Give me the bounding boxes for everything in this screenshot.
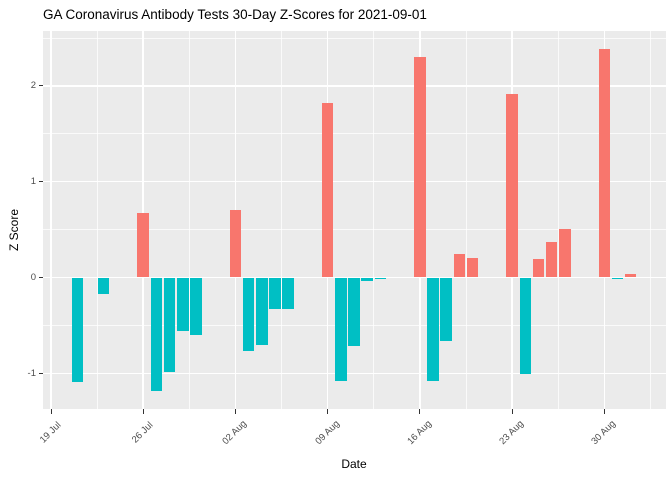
bar-2021-08-06 bbox=[282, 277, 294, 310]
x-tick-mark bbox=[234, 409, 236, 414]
bar-2021-08-27 bbox=[559, 228, 571, 278]
x-tick-label: 26 Jul bbox=[130, 419, 156, 446]
x-tick-label: 23 Aug bbox=[497, 418, 527, 447]
y-tick-label: -1 bbox=[27, 367, 36, 379]
gridline-x-minor bbox=[465, 31, 467, 409]
y-tick-mark bbox=[38, 85, 43, 87]
bar-2021-07-26 bbox=[137, 213, 150, 278]
bar-2021-08-25 bbox=[532, 259, 545, 278]
bar-2021-08-10 bbox=[335, 277, 347, 381]
gridline-x-minor bbox=[373, 31, 375, 409]
gridline-x-minor bbox=[557, 31, 559, 409]
bar-2021-07-27 bbox=[150, 277, 163, 391]
bar-2021-08-18 bbox=[440, 277, 453, 341]
bar-2021-08-03 bbox=[242, 277, 255, 352]
x-tick-mark bbox=[603, 409, 605, 414]
x-axis-title: Date bbox=[341, 457, 367, 471]
y-tick-mark bbox=[38, 181, 43, 183]
x-tick-mark bbox=[511, 409, 513, 414]
gridline-y-major bbox=[43, 372, 666, 375]
y-tick-label: 1 bbox=[30, 176, 36, 188]
x-tick-label: 19 Jul bbox=[37, 419, 64, 446]
bar-2021-07-28 bbox=[163, 277, 176, 373]
gridline-y-minor bbox=[43, 229, 666, 231]
y-tick-label: 0 bbox=[30, 272, 36, 283]
gridline-x-major bbox=[50, 31, 52, 409]
bar-2021-08-31 bbox=[611, 277, 624, 280]
gridline-x-minor bbox=[649, 31, 651, 409]
bar-2021-08-05 bbox=[269, 277, 281, 310]
bar-2021-08-17 bbox=[427, 277, 439, 381]
bar-2021-08-12 bbox=[361, 277, 373, 282]
gridline-y-minor bbox=[43, 133, 666, 135]
chart-title: GA Coronavirus Antibody Tests 30-Day Z-S… bbox=[43, 7, 427, 22]
gridline-x-minor bbox=[96, 31, 98, 409]
bar-2021-08-09 bbox=[321, 103, 334, 278]
x-tick-mark bbox=[327, 409, 329, 414]
bar-2021-08-23 bbox=[506, 93, 518, 278]
gridline-y-major bbox=[43, 180, 666, 183]
bar-2021-09-01 bbox=[624, 273, 637, 278]
bar-2021-08-04 bbox=[256, 277, 268, 345]
bar-2021-08-13 bbox=[374, 277, 387, 280]
bar-2021-08-26 bbox=[545, 242, 558, 278]
bar-2021-07-30 bbox=[190, 277, 202, 335]
y-tick-label: 2 bbox=[30, 80, 36, 92]
x-tick-label: 30 Aug bbox=[589, 418, 619, 447]
bar-2021-07-23 bbox=[97, 277, 110, 294]
y-axis-title: Z Score bbox=[7, 208, 21, 252]
x-tick-label: 02 Aug bbox=[220, 418, 250, 447]
bar-2021-08-24 bbox=[519, 277, 532, 375]
y-tick-mark bbox=[38, 277, 43, 278]
y-tick-mark bbox=[38, 372, 43, 374]
x-tick-mark bbox=[419, 409, 421, 414]
bar-2021-08-19 bbox=[453, 253, 466, 278]
bar-2021-08-20 bbox=[466, 258, 479, 278]
gridline-x-minor bbox=[188, 31, 190, 409]
gridline-x-minor bbox=[281, 31, 283, 409]
bar-2021-08-30 bbox=[598, 48, 611, 278]
gridline-y-minor bbox=[43, 37, 666, 39]
bar-2021-08-11 bbox=[348, 277, 360, 347]
gridline-y-major bbox=[43, 85, 666, 87]
x-tick-label: 09 Aug bbox=[312, 418, 342, 447]
bar-2021-07-29 bbox=[176, 277, 189, 332]
bar-2021-08-16 bbox=[414, 57, 426, 278]
x-tick-mark bbox=[142, 409, 144, 414]
bar-2021-07-21 bbox=[71, 277, 84, 382]
bar-2021-08-02 bbox=[229, 210, 242, 278]
x-tick-label: 16 Aug bbox=[405, 418, 434, 447]
x-tick-mark bbox=[50, 409, 52, 414]
